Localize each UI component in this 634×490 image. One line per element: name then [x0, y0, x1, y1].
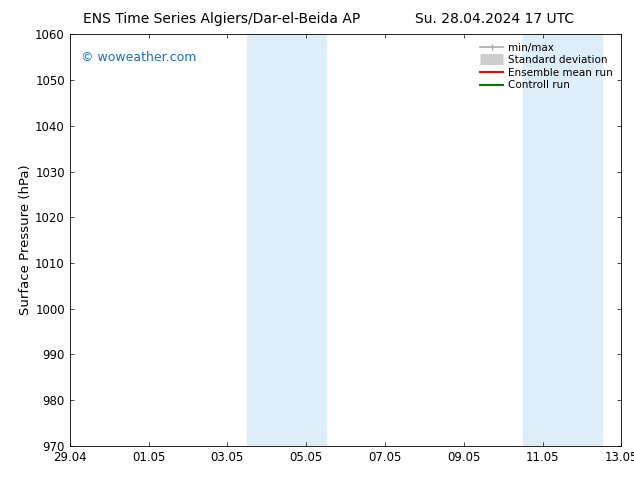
Bar	[523, 34, 602, 446]
Legend: min/max, Standard deviation, Ensemble mean run, Controll run: min/max, Standard deviation, Ensemble me…	[477, 40, 616, 94]
Text: Su. 28.04.2024 17 UTC: Su. 28.04.2024 17 UTC	[415, 12, 574, 26]
Text: © woweather.com: © woweather.com	[81, 51, 196, 64]
Bar	[247, 34, 326, 446]
Text: ENS Time Series Algiers/Dar-el-Beida AP: ENS Time Series Algiers/Dar-el-Beida AP	[83, 12, 361, 26]
Y-axis label: Surface Pressure (hPa): Surface Pressure (hPa)	[20, 165, 32, 316]
